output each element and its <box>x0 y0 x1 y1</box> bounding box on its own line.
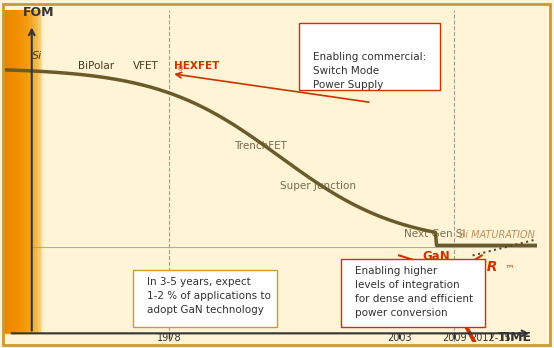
Bar <box>38 1 39 333</box>
Bar <box>22 1 23 333</box>
Text: 1978: 1978 <box>157 333 182 342</box>
Bar <box>18 1 19 333</box>
Text: Si MATURATION: Si MATURATION <box>459 230 535 240</box>
Text: Enabling higher
levels of integration
for dense and efficient
power conversion: Enabling higher levels of integration fo… <box>355 266 473 318</box>
Bar <box>27 1 28 333</box>
Bar <box>24 1 25 333</box>
Bar <box>28 1 29 333</box>
Text: Super Junction: Super Junction <box>280 181 356 191</box>
Bar <box>5 1 6 333</box>
Bar <box>30 1 32 333</box>
Bar <box>34 1 35 333</box>
Bar <box>20 1 21 333</box>
Text: VFET: VFET <box>133 61 158 71</box>
Text: TIME: TIME <box>498 331 532 343</box>
Bar <box>23 1 24 333</box>
Bar <box>9 1 10 333</box>
Text: Si: Si <box>32 51 42 61</box>
Bar <box>39 1 40 333</box>
Bar <box>32 1 33 333</box>
Bar <box>11 1 12 333</box>
Bar <box>25 1 26 333</box>
Bar <box>14 1 16 333</box>
Text: ™: ™ <box>505 263 515 273</box>
Bar <box>17 1 18 333</box>
Text: GaNpowIR: GaNpowIR <box>418 260 498 274</box>
Bar <box>6 1 7 333</box>
Text: 2009: 2009 <box>442 333 466 342</box>
Text: GaN: GaN <box>422 250 450 263</box>
Text: HEXFET: HEXFET <box>174 61 219 71</box>
Bar <box>16 1 17 333</box>
Bar <box>19 1 20 333</box>
Text: TrenchFET: TrenchFET <box>234 141 286 151</box>
Bar <box>8 1 9 333</box>
Bar <box>6 1 7 333</box>
Text: ®: ® <box>177 66 184 72</box>
Text: 2003: 2003 <box>387 333 412 342</box>
Bar <box>10 1 11 333</box>
Bar <box>12 1 13 333</box>
Text: 2012-15: 2012-15 <box>471 333 511 342</box>
Text: FOM: FOM <box>23 6 54 19</box>
Bar <box>40 1 41 333</box>
Bar <box>29 1 30 333</box>
Text: In 3-5 years, expect
1-2 % of applications to
adopt GaN technology: In 3-5 years, expect 1-2 % of applicatio… <box>147 277 271 315</box>
Text: Next Gen Si: Next Gen Si <box>404 229 465 239</box>
Text: BiPolar: BiPolar <box>78 61 114 71</box>
Bar <box>35 1 36 333</box>
Bar <box>37 1 38 333</box>
Bar <box>15 1 16 333</box>
Bar <box>13 1 14 333</box>
Bar <box>33 1 34 333</box>
Bar <box>7 1 8 333</box>
Bar <box>4 1 5 333</box>
Text: Enabling commercial:
Switch Mode
Power Supply: Enabling commercial: Switch Mode Power S… <box>313 52 426 90</box>
Bar <box>19 1 20 333</box>
Bar <box>26 1 27 333</box>
Bar <box>8 1 9 333</box>
Bar <box>21 1 22 333</box>
Bar <box>36 1 37 333</box>
Bar <box>17 1 18 333</box>
